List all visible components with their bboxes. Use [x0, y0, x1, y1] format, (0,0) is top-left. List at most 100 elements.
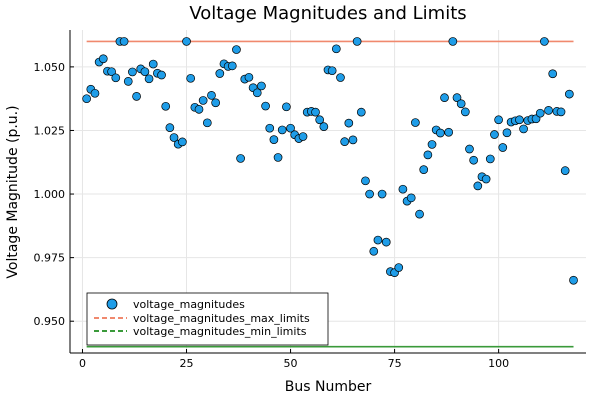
data-point [344, 118, 354, 128]
data-point [352, 37, 362, 46]
data-point [261, 101, 270, 111]
data-point [111, 73, 121, 83]
y-tick-label: 0.975 [34, 252, 66, 265]
data-point [128, 67, 137, 77]
data-point [444, 127, 454, 137]
data-point [336, 73, 345, 82]
x-tick-label: 0 [79, 357, 86, 370]
data-point [569, 275, 578, 285]
data-point [182, 37, 191, 46]
data-point [398, 184, 408, 194]
data-point [485, 154, 495, 164]
data-point [277, 125, 287, 135]
data-point [498, 143, 508, 152]
data-point [161, 101, 171, 111]
data-point [373, 235, 383, 245]
data-point [377, 189, 387, 199]
data-point [119, 37, 129, 46]
data-point [327, 66, 337, 76]
data-point [452, 93, 462, 103]
data-point [215, 69, 225, 78]
x-axis-title: Bus Number [285, 379, 372, 395]
data-point [540, 37, 549, 46]
data-point [411, 118, 420, 127]
data-point [331, 44, 341, 54]
data-point [282, 102, 291, 112]
data-point [178, 137, 187, 147]
data-point [448, 37, 458, 46]
data-points [82, 37, 578, 285]
data-point [286, 123, 295, 133]
data-point [123, 77, 133, 86]
data-point [252, 88, 262, 98]
data-point [436, 128, 445, 138]
data-point [494, 115, 503, 125]
data-point [548, 69, 558, 79]
x-tick-label: 25 [180, 357, 194, 370]
data-point [465, 144, 474, 154]
data-point [348, 135, 358, 145]
y-axis-title: Voltage Magnitude (p.u.) [5, 105, 21, 278]
data-point [423, 150, 433, 160]
data-point [132, 92, 141, 101]
data-point [535, 108, 545, 118]
data-point [560, 166, 570, 175]
data-point [207, 91, 216, 100]
data-point [148, 59, 158, 69]
data-point [473, 181, 483, 191]
data-point [556, 107, 566, 117]
legend: voltage_magnitudes voltage_magnitudes_ma… [86, 292, 329, 346]
data-point [202, 118, 212, 128]
data-point [273, 153, 283, 162]
axes [69, 30, 586, 354]
data-point [227, 61, 237, 71]
data-point [406, 193, 416, 203]
data-point [236, 154, 245, 163]
legend-marker-voltage-magnitudes [106, 298, 118, 310]
data-point [157, 70, 166, 80]
data-point [98, 54, 108, 64]
data-point [107, 67, 116, 77]
data-point [469, 155, 478, 165]
x-tick-label: 50 [284, 357, 298, 370]
data-point [144, 74, 154, 84]
data-point [365, 189, 374, 199]
data-point [319, 122, 329, 132]
data-point [490, 130, 499, 139]
data-point [481, 174, 491, 184]
limit-lines [86, 40, 574, 348]
x-tick-label: 100 [488, 357, 509, 370]
data-point [502, 128, 512, 138]
x-tick-label: 75 [388, 357, 402, 370]
y-tick-label: 1.000 [34, 188, 66, 201]
data-point [419, 165, 429, 174]
y-tick-label: 1.050 [34, 61, 66, 74]
y-tick-label: 1.025 [34, 124, 66, 137]
data-point [265, 123, 275, 133]
data-point [269, 135, 279, 144]
legend-box [86, 292, 329, 346]
data-point [140, 67, 150, 77]
data-point [82, 94, 92, 104]
data-point [515, 115, 524, 125]
data-point [257, 81, 266, 91]
data-point [519, 124, 528, 134]
data-point [415, 209, 424, 219]
data-point [440, 93, 449, 103]
data-point [165, 123, 175, 133]
legend-label-voltage-magnitudes: voltage_magnitudes [133, 298, 245, 311]
data-point [211, 98, 220, 108]
data-point [381, 237, 391, 247]
chart-title: Voltage Magnitudes and Limits [189, 3, 466, 24]
data-point [169, 133, 179, 142]
data-point [544, 106, 553, 115]
data-point [456, 99, 466, 109]
data-point [564, 89, 574, 99]
data-point [361, 176, 370, 186]
data-point [198, 96, 208, 105]
data-point [315, 115, 325, 125]
data-point [186, 73, 196, 83]
y-tick-label: 0.950 [34, 315, 66, 328]
